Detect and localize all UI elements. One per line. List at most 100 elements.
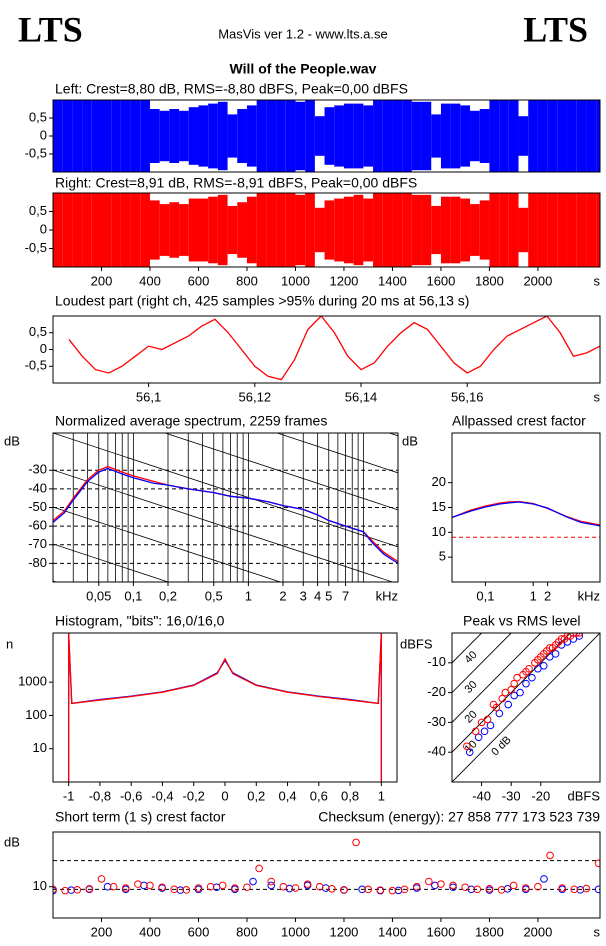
waveform-segment bbox=[179, 204, 189, 256]
data-point bbox=[85, 885, 94, 893]
waveform-segment bbox=[159, 110, 170, 162]
y-tick-label: 0 bbox=[40, 341, 47, 356]
y-tick-label: 15 bbox=[432, 499, 446, 514]
waveform-segment bbox=[499, 193, 509, 267]
y-tick-label: 0,5 bbox=[29, 324, 47, 339]
y-axis-unit: n bbox=[6, 636, 13, 651]
waveform-segment bbox=[208, 103, 218, 169]
file-name: Will of the People.wav bbox=[230, 61, 377, 77]
data-point bbox=[474, 733, 483, 742]
y-tick-label: -80 bbox=[28, 555, 47, 570]
x-tick-label: 0,05 bbox=[86, 588, 111, 603]
data-point bbox=[400, 885, 409, 894]
x-tick-label: -0,6 bbox=[120, 788, 142, 803]
data-point bbox=[121, 884, 130, 892]
data-point bbox=[546, 851, 554, 860]
waveform-segment bbox=[208, 196, 218, 264]
y-tick-label: 10 bbox=[432, 524, 446, 539]
waveform-segment bbox=[179, 110, 189, 162]
x-tick-label: 56,14 bbox=[345, 389, 378, 404]
panel-title: Short term (1 s) crest factor bbox=[55, 809, 226, 825]
y-tick-label: 10 bbox=[33, 878, 47, 893]
data-point bbox=[563, 633, 572, 640]
data-point bbox=[483, 715, 492, 724]
data-point bbox=[67, 886, 75, 894]
data-point bbox=[471, 727, 480, 736]
waveform-segment bbox=[479, 109, 490, 163]
data-line bbox=[452, 501, 600, 527]
panel-title: Normalized average spectrum, 2259 frames bbox=[55, 413, 327, 429]
waveform-segment bbox=[140, 100, 150, 172]
x-tick-label: 1000 bbox=[281, 924, 310, 939]
waveform-segment bbox=[392, 100, 403, 172]
plot-area bbox=[67, 633, 383, 782]
data-point bbox=[182, 886, 191, 894]
waveform-segment bbox=[537, 100, 548, 172]
waveform-segment bbox=[499, 100, 509, 172]
data-point bbox=[480, 727, 489, 736]
data-point bbox=[97, 875, 106, 883]
waveform-segment bbox=[450, 196, 461, 264]
data-point bbox=[267, 877, 276, 886]
waveform-segment bbox=[72, 100, 83, 172]
slope-line bbox=[53, 506, 282, 582]
y-tick-label: 0 bbox=[40, 127, 47, 142]
waveform-segment bbox=[576, 100, 587, 172]
waveform-segment bbox=[82, 193, 92, 267]
slope-line bbox=[275, 433, 398, 474]
waveform-segment bbox=[227, 114, 238, 158]
data-point bbox=[431, 881, 439, 890]
data-point bbox=[504, 700, 513, 709]
x-tick-label: 0,5 bbox=[205, 588, 223, 603]
x-tick-label: -0,8 bbox=[89, 788, 111, 803]
waveform-segment bbox=[140, 193, 150, 267]
data-point bbox=[461, 883, 469, 892]
waveform-segment bbox=[53, 193, 63, 267]
data-point bbox=[485, 885, 494, 893]
waveform-segment bbox=[537, 193, 548, 267]
data-point bbox=[243, 883, 251, 892]
x-tick-label: -40 bbox=[472, 788, 491, 803]
logo-right: LTS bbox=[523, 9, 588, 49]
x-axis-unit: kHz bbox=[578, 588, 600, 603]
waveform-segment bbox=[586, 193, 597, 267]
data-point bbox=[358, 885, 366, 894]
waveform-segment bbox=[460, 198, 471, 262]
y-tick-label: -10 bbox=[427, 654, 446, 669]
x-tick-label: 56,16 bbox=[451, 389, 484, 404]
waveform-segment bbox=[596, 100, 600, 172]
data-point bbox=[249, 877, 257, 886]
plot-frame bbox=[52, 632, 398, 783]
data-point bbox=[545, 644, 554, 652]
waveform-segment bbox=[237, 109, 247, 163]
waveform-segment bbox=[111, 100, 121, 172]
slope-line bbox=[53, 0, 398, 29]
waveform-segment bbox=[431, 205, 441, 255]
crest-line bbox=[452, 633, 482, 664]
waveform-segment bbox=[392, 193, 403, 267]
waveform-segment bbox=[470, 110, 480, 162]
panel: Allpassed crest factor dB kHz 20 15 10 5 0,1 1 2 bbox=[402, 413, 601, 603]
x-tick-label: 0,2 bbox=[247, 788, 265, 803]
waveform-segment bbox=[421, 194, 432, 266]
x-tick-label: 1800 bbox=[475, 273, 504, 288]
waveform-segment bbox=[159, 204, 170, 256]
slope-line bbox=[53, 433, 398, 548]
x-tick-label: 2 bbox=[279, 588, 286, 603]
waveform-segment bbox=[188, 198, 199, 262]
data-line bbox=[67, 633, 383, 782]
data-point bbox=[507, 685, 516, 694]
crest-line-label: 30 bbox=[463, 679, 480, 696]
plot-area bbox=[53, 193, 600, 267]
waveform-segment bbox=[130, 193, 141, 267]
data-point bbox=[315, 882, 324, 891]
y-tick-label: -0,5 bbox=[25, 358, 47, 373]
x-tick-label: 0,8 bbox=[341, 788, 359, 803]
waveform-segment bbox=[120, 100, 131, 172]
waveform-segment bbox=[382, 193, 393, 267]
waveform-segment bbox=[130, 100, 141, 172]
data-point bbox=[376, 886, 385, 894]
data-point bbox=[352, 838, 360, 847]
x-tick-label: 1 bbox=[530, 588, 537, 603]
